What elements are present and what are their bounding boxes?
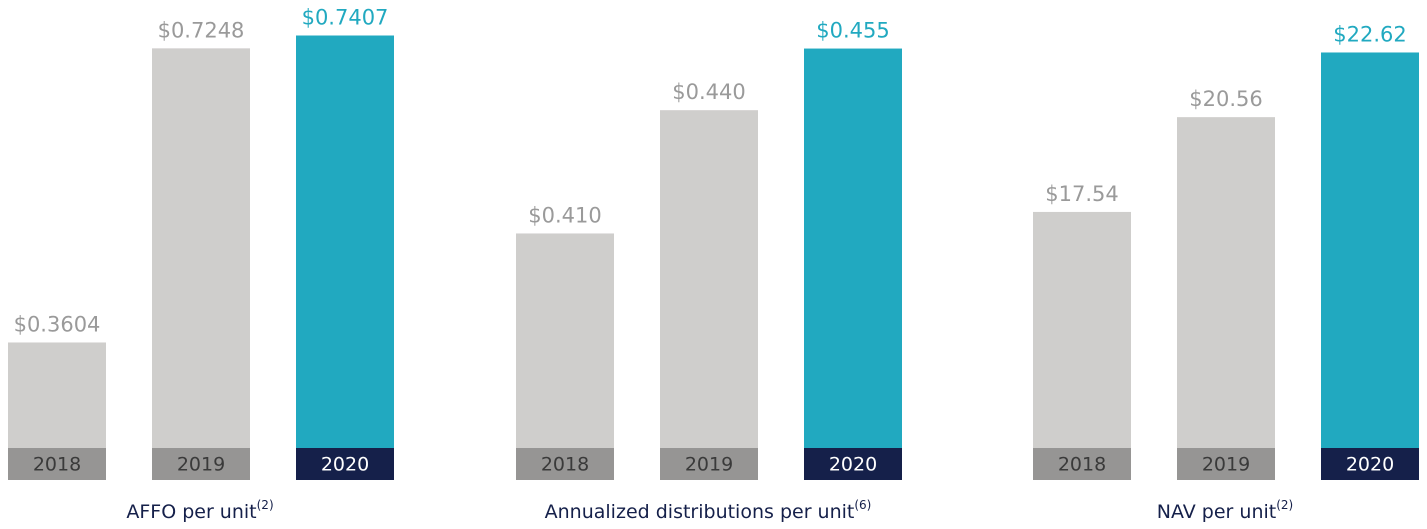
bar-chart: 2018 $0.3604 2019 $0.7248 2020 $0.7407 AFFO pe… [8,6,394,523]
bar-chart: 2018 $17.54 2019 $20.56 2020 $22.62 NAV per un… [1033,22,1419,523]
bar [516,233,614,480]
title-text: NAV per unit [1157,501,1276,523]
title-text: AFFO per unit [126,501,256,523]
category-strip [804,448,902,480]
category-label: 2020 [829,454,877,476]
chart-title: Annualized distributions per unit(6) [545,498,872,523]
category-label: 2018 [1058,454,1106,476]
category-label: 2019 [685,454,733,476]
value-label: $0.440 [672,80,745,104]
value-label: $0.410 [528,203,601,227]
category-strip [296,448,394,480]
category-strip [516,448,614,480]
category-strip [8,448,106,480]
value-label: $17.54 [1045,182,1118,206]
category-label: 2020 [1346,454,1394,476]
category-strip [1033,448,1131,480]
category-label: 2018 [33,454,81,476]
bar [804,48,902,480]
bar [1177,117,1275,481]
bar [1321,52,1419,480]
category-strip [152,448,250,480]
category-strip [660,448,758,480]
value-label: $0.7248 [158,18,245,42]
category-strip [1321,448,1419,480]
value-label: $22.62 [1333,22,1406,46]
chart-title: AFFO per unit(2) [126,498,273,523]
bar [1033,211,1131,480]
category-label: 2020 [321,454,369,476]
bar [660,110,758,480]
value-label: $0.7407 [302,6,389,30]
title-note: (2) [1276,498,1293,512]
bar [296,35,394,480]
value-label: $20.56 [1189,87,1262,111]
value-label: $0.3604 [14,312,101,336]
bar-chart: 2018 $0.410 2019 $0.440 2020 $0.455 Annualized… [516,19,902,523]
category-label: 2018 [541,454,589,476]
bar [152,48,250,481]
category-label: 2019 [1202,454,1250,476]
title-text: Annualized distributions per unit [545,501,855,523]
chart-title: NAV per unit(2) [1157,498,1293,523]
title-note: (6) [854,498,871,512]
title-note: (2) [257,498,274,512]
category-label: 2019 [177,454,225,476]
value-label: $0.455 [816,19,889,43]
category-strip [1177,448,1275,480]
